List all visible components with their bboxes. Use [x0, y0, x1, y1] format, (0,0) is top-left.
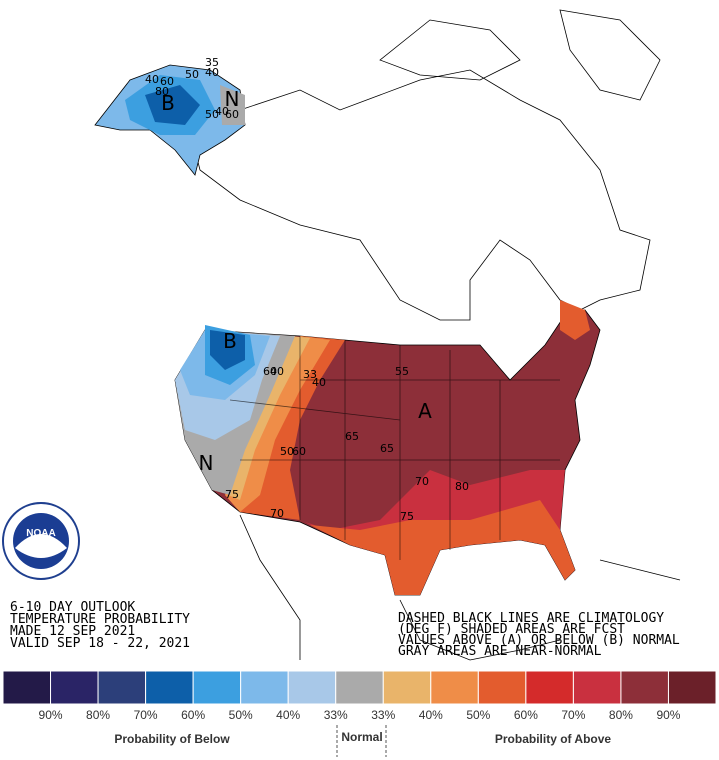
- mexico-coast: [399, 599, 561, 661]
- title-line: VALID SEP 18 - 22, 2021: [10, 636, 190, 651]
- legend-label: 40%: [276, 708, 300, 722]
- contour-label: 70: [415, 475, 429, 488]
- contour-label: 33: [303, 368, 317, 381]
- state-lines: [229, 336, 560, 560]
- legend-label: 50%: [229, 708, 253, 722]
- baja: [239, 514, 301, 660]
- us-60: [310, 500, 575, 595]
- legend-swatch: [477, 670, 527, 705]
- contour-label: 40: [215, 105, 229, 118]
- title-line: TEMPERATURE PROBABILITY: [10, 612, 190, 627]
- legend-label: 33%: [324, 708, 348, 722]
- west-60: [210, 330, 245, 370]
- contour-label: 75: [225, 488, 239, 501]
- legend: 90% 80% 70% 60% 50% 40% 33% 33% 40% 50% 60% 70% 80% 9…: [2, 670, 717, 757]
- west-band-40: [228, 336, 310, 500]
- region-label: B: [161, 91, 175, 115]
- legend-label: 60%: [181, 708, 205, 722]
- title-line: MADE 12 SEP 2021: [10, 624, 135, 639]
- contour-label: 65: [345, 430, 359, 443]
- contour-label: 80: [155, 85, 169, 98]
- canada-outline: [189, 69, 651, 321]
- logo-bird: [15, 534, 67, 558]
- legend-swatch: [430, 670, 479, 705]
- legend-normal: Normal: [341, 730, 382, 744]
- legend-swatch: [525, 670, 574, 705]
- title-line: 6-10 DAY OUTLOOK: [10, 600, 135, 615]
- legend-swatch: [192, 670, 242, 705]
- land-outlines: [189, 9, 681, 661]
- contour-label: 75: [400, 510, 414, 523]
- contour-label: 80: [455, 480, 469, 493]
- noaa-logo: NOAA: [2, 502, 80, 580]
- legend-label: 50%: [466, 708, 490, 722]
- legend-swatch: [2, 670, 52, 705]
- contour-label: 40: [270, 365, 284, 378]
- alaska-60: [145, 85, 200, 125]
- legend-label: 40%: [419, 708, 443, 722]
- contour-label: 65: [380, 442, 394, 455]
- legend-label: 80%: [609, 708, 633, 722]
- legend-label: 80%: [86, 708, 110, 722]
- contour-label: 60: [263, 365, 277, 378]
- contour-label: 50: [205, 108, 219, 121]
- map-labels: B NBNA35405060804060504033405060556565707…: [145, 56, 469, 523]
- contour-label: 40: [312, 376, 326, 389]
- conus: [174, 300, 601, 596]
- legend-label: 90%: [39, 708, 63, 722]
- contour-label: 60: [160, 75, 174, 88]
- contour-label: 60: [292, 445, 306, 458]
- legend-swatch: [382, 670, 432, 705]
- note-line: (DEG F) SHADED AREAS ARE FCST: [398, 622, 625, 637]
- legend-swatch: [287, 670, 337, 705]
- region-label: B: [223, 329, 237, 353]
- legend-swatch: [97, 670, 147, 705]
- legend-swatch: [240, 670, 289, 705]
- legend-swatch: [667, 670, 717, 705]
- legend-label: 60%: [514, 708, 538, 722]
- region-label: N: [225, 87, 240, 111]
- legend-swatch: [145, 670, 194, 705]
- contour-label: 50: [280, 445, 294, 458]
- note-line: VALUES ABOVE (A) OR BELOW (B) NORMAL: [398, 633, 680, 648]
- legend-swatch: [620, 670, 669, 705]
- alaska-normal: [220, 85, 245, 125]
- alaska: [94, 64, 246, 176]
- contour-label: 40: [205, 66, 219, 79]
- region-label: N: [199, 451, 214, 475]
- ne-60: [560, 300, 590, 340]
- arctic-island: [379, 19, 521, 81]
- legend-swatch: [335, 670, 384, 705]
- logo-text: NOAA: [26, 528, 55, 539]
- legend-swatch: [50, 670, 99, 705]
- legend-label: 70%: [134, 708, 158, 722]
- region-label: A: [418, 399, 432, 423]
- contour-label: 50: [185, 68, 199, 81]
- legend-above: Probability of Above: [495, 732, 612, 746]
- contour-label: 55: [395, 365, 409, 378]
- greenland-edge: [559, 9, 661, 101]
- legend-label: 33%: [371, 708, 395, 722]
- contour-label: 70: [270, 507, 284, 520]
- note-line: DASHED BLACK LINES ARE CLIMATOLOGY: [398, 611, 664, 626]
- note-line: GRAY AREAS ARE NEAR-NORMAL: [398, 644, 602, 659]
- contour-label: 40: [145, 73, 159, 86]
- caribbean: [599, 559, 681, 581]
- contour-label: 60: [225, 108, 239, 121]
- legend-swatch: [572, 670, 622, 705]
- contour-label: 35: [205, 56, 219, 69]
- legend-label: 90%: [656, 708, 680, 722]
- legend-label: 70%: [561, 708, 585, 722]
- legend-below: Probability of Below: [114, 732, 230, 746]
- notes-block: DASHED BLACK LINES ARE CLIMATOLOGY(DEG F…: [398, 611, 680, 659]
